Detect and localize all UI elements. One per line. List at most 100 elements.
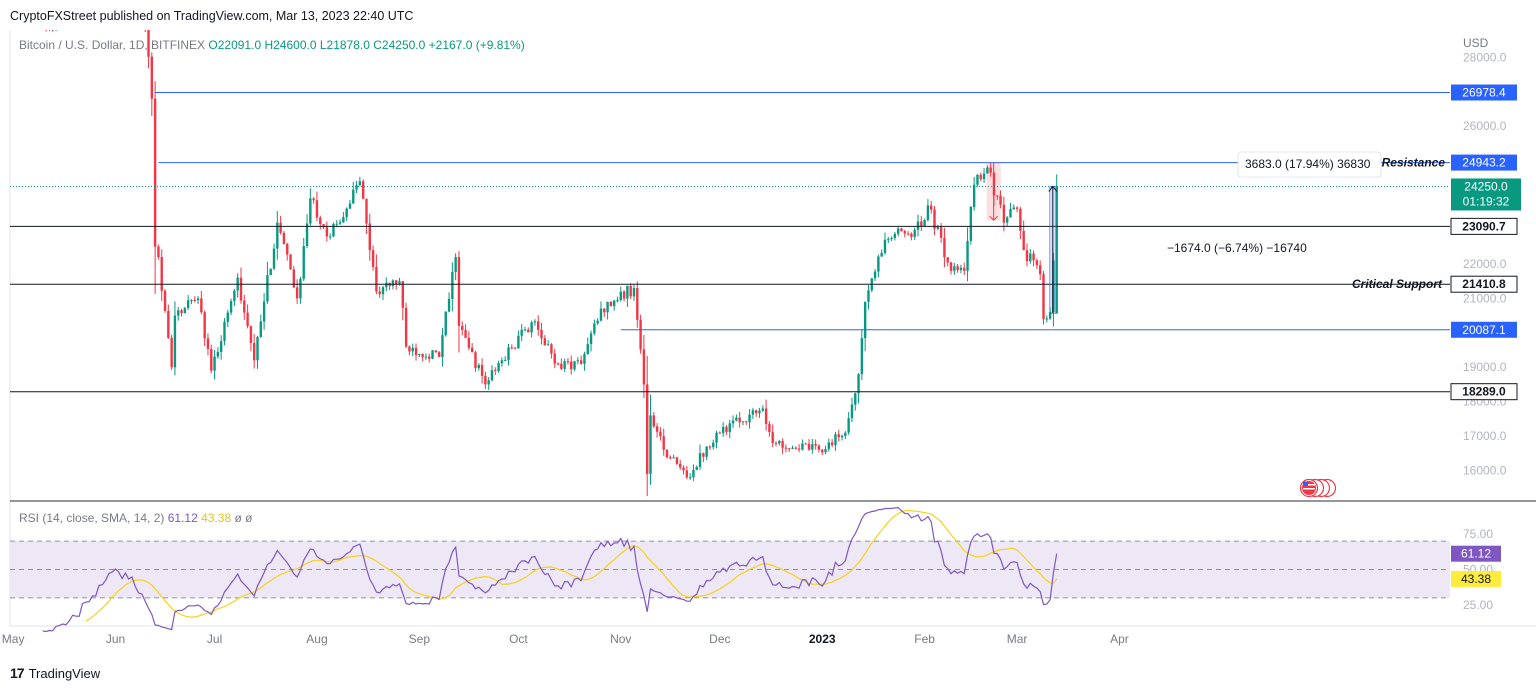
price-tag-bg	[1450, 383, 1518, 401]
price-tag: 23090.7	[1450, 217, 1518, 235]
price-tick-label: 22000.0	[1463, 257, 1507, 271]
flag-stripe	[1303, 488, 1315, 490]
candle-body	[1015, 207, 1019, 209]
candle-body	[68, 16, 70, 23]
candle-body	[636, 288, 639, 320]
candle-body	[996, 195, 999, 197]
candle-body	[814, 444, 817, 446]
candle-body	[913, 229, 916, 237]
candle-body	[599, 308, 603, 321]
candle-body	[867, 290, 870, 302]
events-icon[interactable]	[1299, 478, 1337, 498]
candle-body	[259, 321, 263, 337]
candle-body	[896, 228, 900, 234]
price-tag: 21410.8	[1450, 275, 1518, 293]
candle-body	[652, 415, 656, 427]
candle-body	[705, 446, 708, 457]
candle-body	[210, 348, 213, 371]
candle-body	[196, 298, 200, 301]
candle-body	[527, 329, 530, 333]
time-tick-label: Sep	[409, 632, 431, 646]
candle-body	[1029, 253, 1032, 262]
candle-body	[679, 463, 682, 468]
symbol-label[interactable]: Bitcoin / U.S. Dollar, 1D, BITFINEX	[19, 38, 206, 52]
candle-body	[160, 257, 163, 291]
candle-body	[830, 442, 834, 446]
rsi-sma-value: 43.38	[201, 511, 232, 525]
candle-body	[669, 457, 672, 459]
candle-body	[583, 354, 586, 364]
candle-body	[672, 457, 675, 459]
candle-body	[976, 174, 979, 185]
candle-body	[52, 24, 54, 28]
candle-body	[523, 329, 527, 331]
candle-body	[857, 374, 860, 394]
candle-body	[216, 351, 220, 357]
flag-canton	[1303, 481, 1308, 486]
price-tag-bg	[1451, 84, 1517, 101]
candle-body	[312, 198, 315, 201]
candle-body	[444, 311, 447, 336]
candle-body	[490, 370, 494, 381]
candle-body	[325, 227, 329, 237]
candle-body	[276, 222, 279, 249]
candle-body	[999, 195, 1002, 205]
candle-body	[477, 365, 480, 369]
candle-body	[847, 418, 850, 433]
candle-body	[48, 24, 50, 26]
candle-body	[226, 312, 229, 322]
high-value: H24600.0	[264, 38, 317, 52]
rsi-tick-label: 75.00	[1463, 527, 1493, 541]
candle-body	[315, 200, 319, 218]
footer[interactable]: 17 TradingView	[10, 664, 100, 682]
candle-body	[880, 252, 883, 257]
candle-body	[936, 226, 940, 229]
candle-body	[807, 443, 811, 450]
candle-body	[75, 6, 77, 13]
measure-down-arrowhead	[989, 215, 999, 221]
time-tick-label: Nov	[610, 632, 631, 646]
candle-body	[702, 453, 705, 457]
candle-body	[939, 226, 943, 238]
candle-body	[375, 266, 378, 292]
candle-body	[404, 307, 408, 347]
candle-body	[365, 198, 368, 224]
candle-body	[322, 224, 325, 228]
candle-body	[461, 325, 464, 330]
rsi-name[interactable]: RSI (14, close, SMA, 14, 2)	[19, 511, 165, 525]
candle-body	[910, 233, 913, 237]
price-tag-text: 21410.8	[1462, 277, 1506, 291]
candle-body	[860, 338, 864, 375]
candle-body	[497, 363, 500, 372]
price-axis[interactable]: USD16000.017000.018000.019000.020000.021…	[1450, 36, 1521, 478]
candle-body	[1032, 253, 1035, 261]
candle-body	[801, 443, 804, 450]
candle-body	[286, 244, 289, 255]
candle-body	[655, 426, 659, 432]
candle-body	[213, 356, 216, 371]
candle-body	[688, 477, 692, 479]
candle-body	[352, 189, 355, 204]
candle-body	[989, 167, 992, 173]
time-axis[interactable]: May Jun Jul Aug Sep Oct Nov Dec 2023 Feb Mar Apr	[2, 632, 1129, 646]
candle-body	[930, 205, 933, 210]
candle-body	[243, 300, 246, 313]
candle-body	[712, 442, 715, 448]
candle-body	[840, 435, 844, 438]
candle-body	[1002, 204, 1006, 223]
candle-body	[173, 315, 177, 368]
time-tick-label: Dec	[709, 632, 730, 646]
candle-body	[946, 257, 949, 263]
candle-body	[537, 321, 540, 330]
candle-body	[811, 444, 814, 450]
candle-body	[408, 346, 411, 352]
candle-body	[510, 347, 513, 349]
candle-body	[877, 256, 880, 272]
candle-body	[682, 467, 685, 471]
candle-body	[186, 300, 190, 309]
candle-body	[540, 329, 543, 339]
candle-body	[887, 239, 890, 241]
candle-body	[791, 447, 794, 449]
candle-body	[266, 275, 269, 302]
